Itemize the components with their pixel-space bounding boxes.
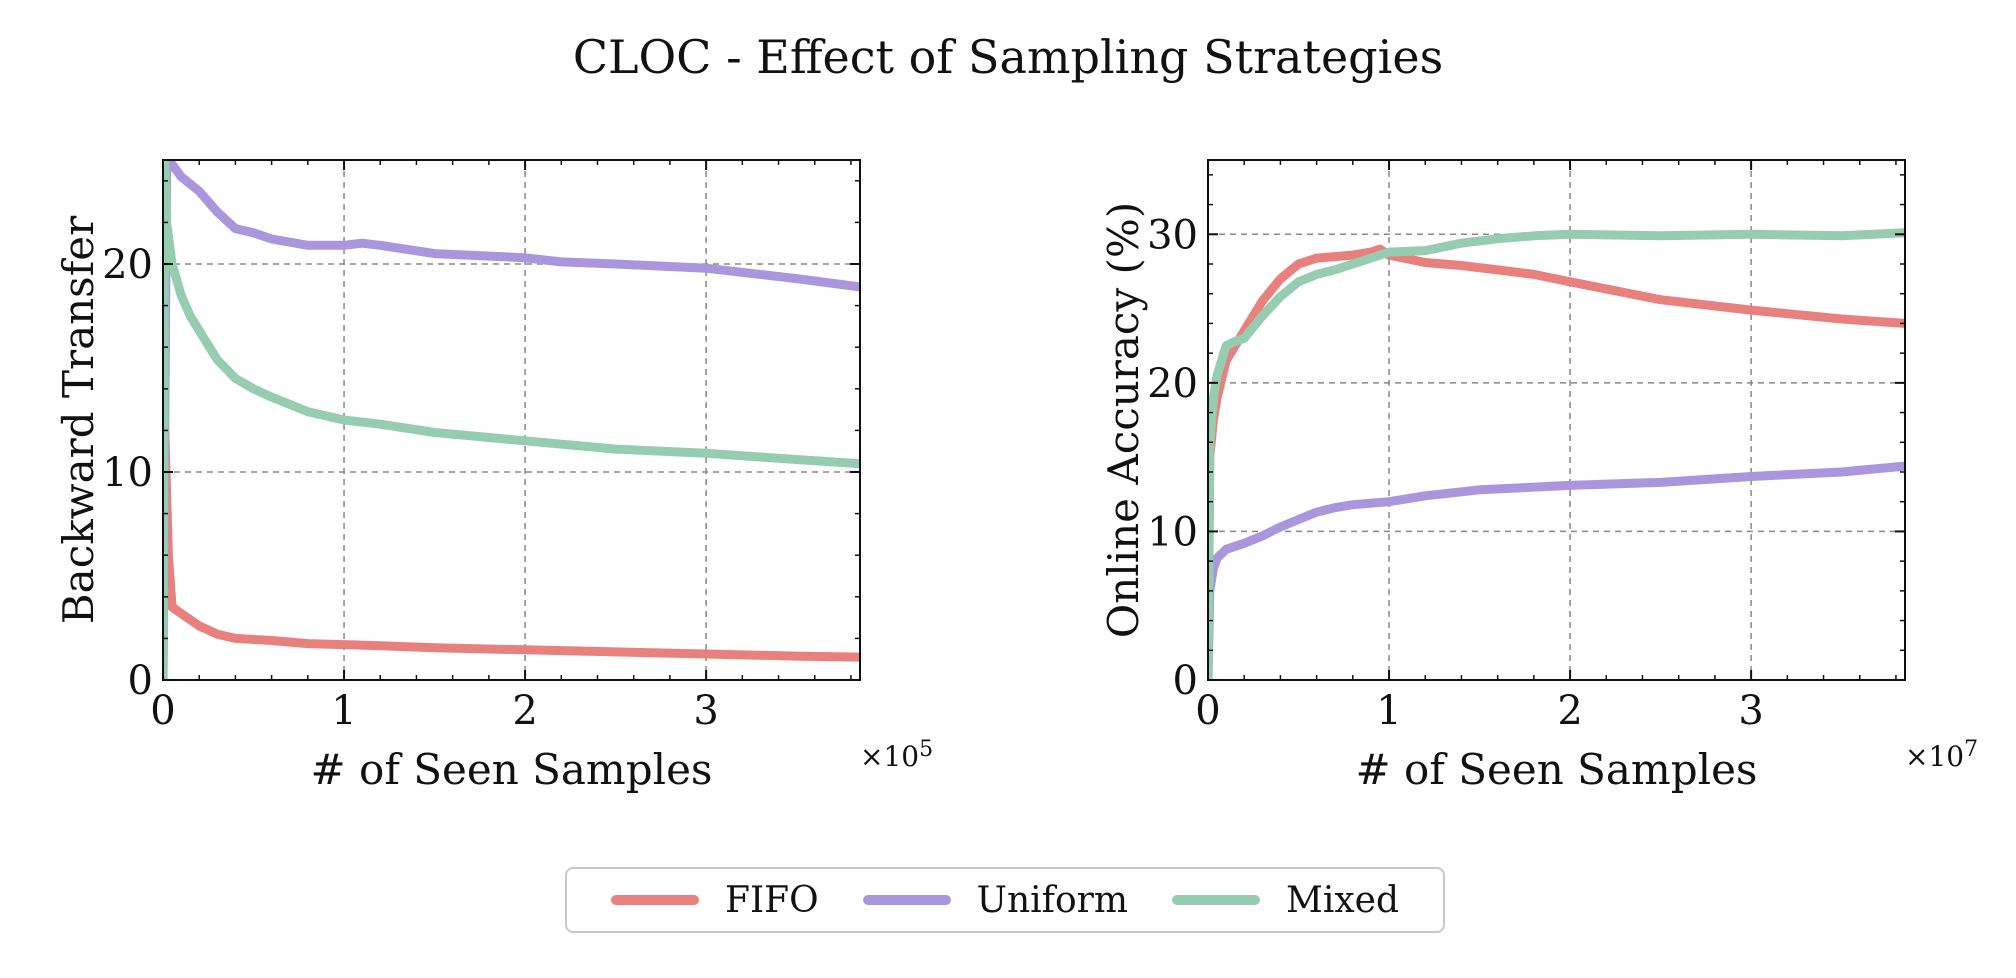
- x-tick-label: 3: [1738, 688, 1763, 734]
- y-tick-label: 10: [1147, 509, 1198, 555]
- x-tick-label: 0: [150, 688, 175, 734]
- legend-item-fifo: FIFO: [610, 879, 819, 921]
- y-axis-label: Online Accuracy (%): [1099, 202, 1148, 638]
- x-axis-multiplier-exponent: 7: [1964, 737, 1978, 762]
- y-tick-label: 10: [102, 450, 153, 496]
- series-line-fifo: [163, 425, 860, 680]
- x-tick-label: 3: [693, 688, 718, 734]
- x-axis-multiplier: ×107: [1905, 737, 1978, 773]
- legend-swatch-mixed: [1172, 895, 1260, 905]
- figure-title: CLOC - Effect of Sampling Strategies: [572, 30, 1444, 84]
- y-tick-label: 0: [128, 658, 153, 704]
- x-tick-label: 0: [1195, 688, 1220, 734]
- x-tick-label: 1: [1376, 688, 1401, 734]
- y-tick-label: 20: [1147, 361, 1198, 407]
- series-line-fifo: [1208, 244, 1905, 680]
- legend-swatch-fifo: [610, 895, 699, 905]
- series-line-uniform: [1208, 461, 1905, 680]
- legend-item-uniform: Uniform: [862, 879, 1129, 921]
- legend-swatch-uniform: [862, 895, 951, 905]
- y-tick-label: 30: [1147, 212, 1198, 258]
- legend-label-mixed: Mixed: [1286, 879, 1400, 921]
- y-axis-label: Backward Transfer: [54, 215, 103, 624]
- x-axis-label: # of Seen Samples: [1356, 745, 1758, 794]
- legend-item-mixed: Mixed: [1172, 880, 1399, 921]
- series-line-uniform: [163, 160, 860, 680]
- series-line-mixed: [163, 160, 860, 680]
- legend-label-uniform: Uniform: [976, 879, 1129, 921]
- x-tick-label: 2: [512, 688, 537, 734]
- axes-frame: [1207, 159, 1906, 681]
- chart-1: 0 1 2 3 0 10 20 # of Seen Samples Backward Trans…: [54, 159, 933, 794]
- x-tick-label: 1: [331, 688, 356, 734]
- y-tick-label: 0: [1173, 658, 1198, 704]
- legend-label-fifo: FIFO: [724, 879, 819, 921]
- axes-frame: [162, 159, 861, 681]
- x-axis-label: # of Seen Samples: [311, 745, 713, 794]
- legend: FIFO Uniform Mixed: [565, 867, 1445, 933]
- y-tick-label: 20: [102, 242, 153, 288]
- x-axis-multiplier: ×105: [860, 737, 933, 773]
- x-tick-label: 2: [1557, 688, 1582, 734]
- series-line-mixed: [1208, 228, 1905, 680]
- x-axis-multiplier-exponent: 5: [919, 737, 933, 762]
